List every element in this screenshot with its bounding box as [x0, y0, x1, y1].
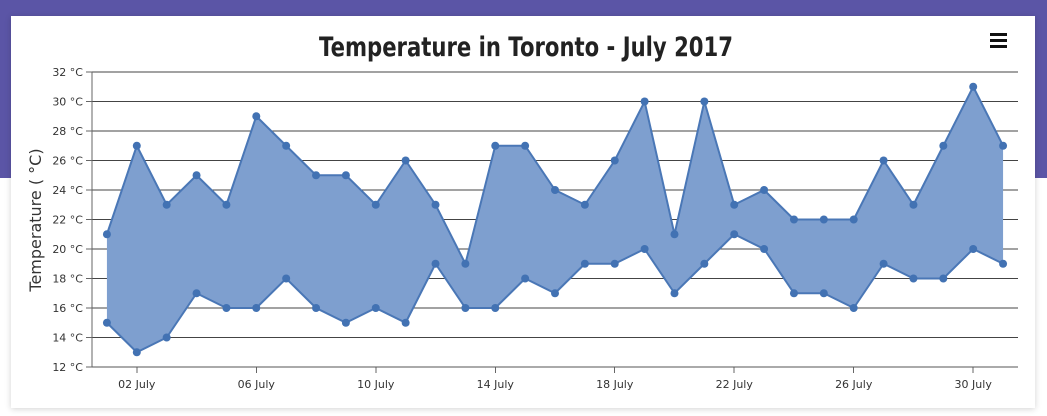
x-tick-label: 02 July	[118, 378, 156, 391]
low-point	[222, 304, 231, 312]
low-point	[700, 259, 709, 268]
x-tick-label: 18 July	[596, 378, 634, 391]
y-tick-label: 28 °C	[52, 125, 83, 138]
low-point	[909, 274, 918, 283]
low-point	[102, 318, 111, 327]
high-point	[700, 97, 709, 106]
high-point	[102, 230, 111, 239]
high-point	[521, 141, 530, 150]
low-point	[521, 274, 530, 283]
low-point	[849, 304, 858, 312]
menu-bar	[990, 45, 1007, 48]
low-point	[969, 245, 978, 253]
high-point	[969, 82, 978, 91]
high-point	[341, 171, 350, 180]
low-point	[132, 348, 141, 357]
high-point	[939, 141, 948, 150]
low-point	[939, 274, 948, 283]
low-point	[371, 304, 380, 312]
high-point	[491, 141, 500, 150]
menu-bar	[990, 33, 1007, 36]
high-point	[222, 200, 231, 209]
low-point	[282, 274, 291, 283]
x-tick-label: 14 July	[477, 378, 515, 391]
high-point	[252, 112, 261, 121]
high-point	[192, 171, 201, 180]
low-point	[879, 259, 888, 268]
y-tick-label: 22 °C	[52, 214, 83, 227]
high-point	[312, 171, 321, 180]
hamburger-menu-icon[interactable]	[988, 30, 1010, 52]
low-point	[461, 304, 470, 312]
x-tick-label: 30 July	[955, 378, 993, 391]
high-point	[401, 156, 410, 165]
low-point	[610, 259, 619, 268]
high-point	[819, 215, 828, 224]
low-point	[431, 259, 440, 268]
range-area-series	[105, 84, 1004, 354]
low-point	[491, 304, 500, 312]
low-point	[192, 289, 201, 298]
x-tick-label: 26 July	[835, 378, 873, 391]
x-tick-label: 10 July	[357, 378, 395, 391]
high-point	[461, 259, 470, 268]
y-tick-label: 20 °C	[52, 243, 83, 256]
low-point	[789, 289, 798, 298]
high-point	[431, 200, 440, 209]
menu-bar	[990, 39, 1007, 42]
low-point	[551, 289, 559, 298]
y-tick-label: 26 °C	[52, 155, 83, 168]
y-tick-label: 16 °C	[52, 302, 83, 315]
x-tick-label: 06 July	[238, 378, 276, 391]
low-point	[252, 304, 261, 312]
high-point	[879, 156, 888, 165]
low-point	[760, 245, 769, 253]
low-point	[640, 245, 649, 253]
high-point	[670, 230, 679, 239]
high-point	[730, 200, 739, 209]
chart-title: Temperature in Toronto - July 2017	[319, 32, 733, 63]
high-point	[789, 215, 798, 224]
low-point	[162, 333, 171, 342]
x-tick-label: 22 July	[716, 378, 754, 391]
range-area-fill	[106, 86, 1004, 353]
low-point	[401, 318, 410, 327]
low-point	[999, 259, 1008, 268]
low-point	[341, 318, 350, 327]
high-point	[640, 97, 649, 106]
high-point	[610, 156, 619, 165]
y-tick-label: 12 °C	[52, 361, 83, 374]
high-point	[371, 200, 380, 209]
high-point	[849, 215, 858, 224]
y-tick-label: 30 °C	[52, 96, 83, 109]
low-point	[730, 230, 739, 239]
y-tick-label: 32 °C	[52, 66, 83, 79]
high-point	[760, 186, 769, 194]
high-point	[999, 141, 1008, 150]
low-point	[580, 259, 589, 268]
high-point	[909, 200, 918, 209]
low-point	[312, 304, 321, 312]
high-point	[282, 141, 291, 150]
low-point	[819, 289, 828, 298]
high-point	[580, 200, 589, 209]
y-axis-title: Temperature ( °C)	[26, 148, 45, 292]
data-markers	[102, 82, 1008, 357]
y-tick-label: 14 °C	[52, 332, 83, 345]
high-point	[551, 186, 559, 194]
low-point	[670, 289, 679, 298]
axes: 12 °C 14 °C 16 °C 18 °C 20 °C 22 °C 24 °C 26 °C…	[52, 66, 1018, 391]
y-tick-label: 18 °C	[52, 273, 83, 286]
y-tick-label: 24 °C	[52, 184, 83, 197]
page-edge	[1033, 178, 1047, 416]
high-point	[162, 200, 171, 209]
high-point	[132, 141, 141, 150]
